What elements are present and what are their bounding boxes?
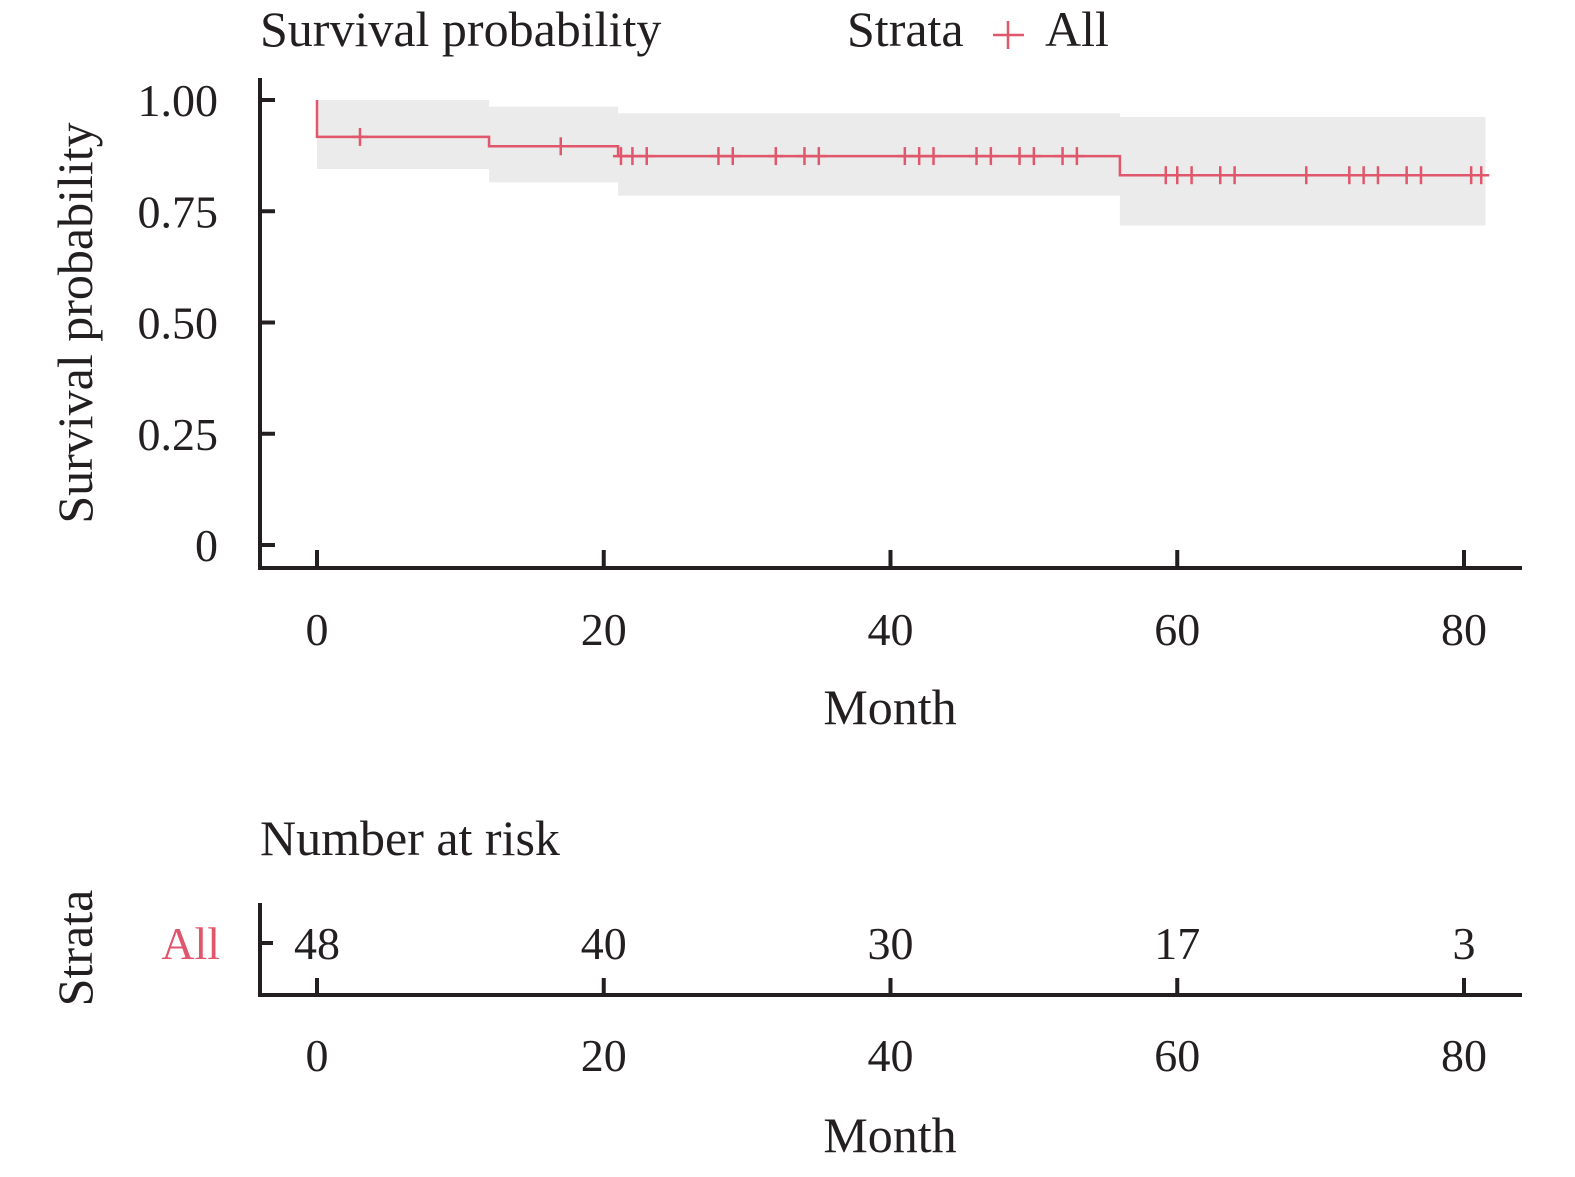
censor-mark-10	[896, 147, 913, 166]
censor-mark-23	[1226, 166, 1243, 185]
censor-mark-21	[1183, 166, 1200, 185]
risk-table-title: Number at risk	[260, 810, 560, 866]
x-tick-label: 80	[1441, 604, 1487, 655]
ci-segment-2	[618, 113, 1120, 196]
risk-values: 48 40 30 17 3	[294, 918, 1476, 969]
censor-mark-6	[724, 147, 741, 166]
risk-value: 40	[581, 918, 627, 969]
censor-mark-12	[925, 147, 942, 166]
ci-segment-3	[1119, 116, 1486, 226]
x-tick-label: 0	[306, 604, 329, 655]
risk-x-tick-label: 20	[581, 1030, 627, 1081]
censor-mark-3	[624, 147, 641, 166]
y-tick-label: 1.00	[138, 75, 219, 126]
chart-title: Survival probability	[260, 1, 661, 57]
risk-x-tick-label: 40	[868, 1030, 914, 1081]
risk-x-tick-label: 0	[306, 1030, 329, 1081]
x-axis-title: Month	[823, 679, 956, 735]
risk-value: 17	[1154, 918, 1200, 969]
axis-frame	[258, 78, 1522, 570]
legend-title: Strata	[847, 1, 964, 57]
censor-mark-16	[1025, 147, 1042, 166]
survival-step-line	[315, 100, 1486, 177]
censor-mark-15	[1011, 147, 1028, 166]
y-tick-label: 0	[195, 520, 218, 571]
ci-segment-1	[489, 106, 619, 183]
x-tick-label: 60	[1154, 604, 1200, 655]
risk-axis-frame	[258, 903, 1522, 997]
censor-mark-13	[968, 147, 985, 166]
risk-x-tick-label: 60	[1154, 1030, 1200, 1081]
censor-mark-9	[810, 147, 827, 166]
censor-mark-20	[1169, 166, 1186, 185]
risk-value: 3	[1453, 918, 1476, 969]
survival-curve	[315, 100, 1486, 177]
risk-x-axis-title: Month	[823, 1107, 956, 1163]
confidence-band	[317, 100, 1486, 226]
x-tick-label: 40	[868, 604, 914, 655]
censor-marks	[352, 127, 1490, 185]
censor-mark-29	[1412, 166, 1429, 185]
risk-row-label-all: All	[161, 918, 220, 969]
risk-axes: 0 20 40 60 80	[258, 903, 1522, 1081]
x-tick-label: 20	[581, 604, 627, 655]
risk-value: 48	[294, 918, 340, 969]
censor-mark-25	[1341, 166, 1358, 185]
censor-mark-14	[982, 147, 999, 166]
censor-mark-8	[796, 147, 813, 166]
censor-mark-24	[1298, 166, 1315, 185]
censor-mark-4	[638, 147, 655, 166]
censor-mark-18	[1068, 147, 1085, 166]
y-tick-label: 0.25	[138, 409, 219, 460]
censor-mark-0	[352, 127, 369, 146]
legend-label-all: All	[1045, 1, 1109, 57]
risk-x-tick-label: 80	[1441, 1030, 1487, 1081]
risk-table-y-title: Strata	[47, 890, 103, 1007]
y-axis-title: Survival probability	[47, 122, 103, 523]
risk-value: 30	[868, 918, 914, 969]
legend-key	[993, 21, 1024, 49]
censor-mark-1	[552, 137, 569, 156]
censor-mark-17	[1054, 147, 1071, 166]
censor-mark-27	[1369, 166, 1386, 185]
censor-mark-5	[710, 147, 727, 166]
y-tick-label: 0.75	[138, 186, 219, 237]
censor-mark-11	[911, 147, 928, 166]
censor-mark-7	[767, 147, 784, 166]
censor-mark-26	[1355, 166, 1372, 185]
censor-mark-28	[1398, 166, 1415, 185]
censor-mark-22	[1212, 166, 1229, 185]
y-tick-label: 0.50	[138, 298, 219, 349]
censor-mark-31	[1473, 166, 1490, 185]
main-axes: 0 0.25 0.50 0.75 1.00 0 20 40 60 80	[138, 75, 1522, 655]
ci-segment-0	[317, 100, 490, 169]
